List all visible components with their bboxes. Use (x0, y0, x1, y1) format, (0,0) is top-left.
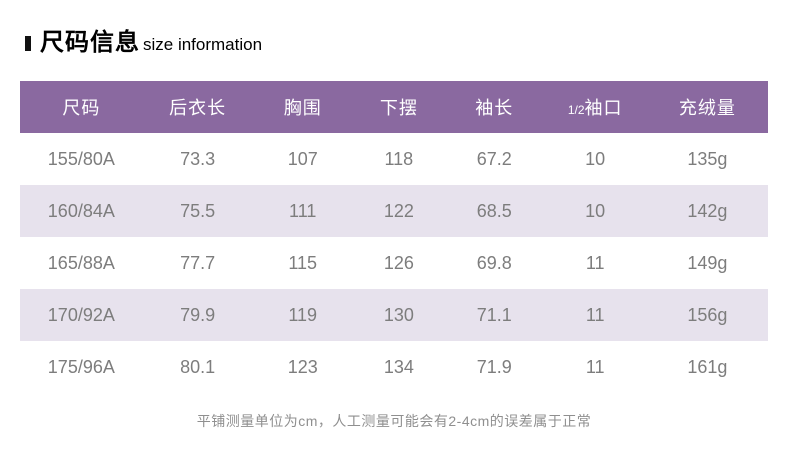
cell-back-length: 75.5 (142, 185, 253, 237)
header-row: 尺码 后衣长 胸围 下摆 袖长 1/2袖口 充绒量 (20, 81, 768, 133)
cell-hem: 126 (352, 237, 445, 289)
col-header-hem: 下摆 (352, 81, 445, 133)
cell-sleeve-length: 67.2 (444, 133, 544, 185)
cell-down-fill: 149g (646, 237, 768, 289)
table-row: 175/96A 80.1 123 134 71.9 11 161g (20, 341, 768, 393)
title-marker-icon (25, 35, 31, 51)
col-header-size: 尺码 (20, 81, 143, 133)
cell-size: 155/80A (20, 133, 143, 185)
cell-hem: 130 (352, 289, 445, 341)
cell-half-cuff: 10 (543, 133, 647, 185)
cell-sleeve-length: 71.1 (444, 289, 544, 341)
cell-size: 175/96A (20, 341, 143, 393)
cell-size: 160/84A (20, 185, 143, 237)
cell-back-length: 80.1 (142, 341, 253, 393)
cell-chest: 107 (252, 133, 353, 185)
cell-hem: 118 (352, 133, 445, 185)
cell-size: 170/92A (20, 289, 143, 341)
cell-chest: 123 (252, 341, 353, 393)
col-header-chest: 胸围 (252, 81, 353, 133)
cell-half-cuff: 11 (543, 237, 647, 289)
cell-size: 165/88A (20, 237, 143, 289)
table-row: 155/80A 73.3 107 118 67.2 10 135g (20, 133, 768, 185)
cell-down-fill: 156g (646, 289, 768, 341)
section-title-cn: 尺码信息 (40, 29, 140, 56)
table-row: 160/84A 75.5 111 122 68.5 10 142g (20, 185, 768, 237)
cell-half-cuff: 10 (543, 185, 647, 237)
cell-chest: 119 (252, 289, 353, 341)
col-header-half-cuff: 1/2袖口 (543, 81, 647, 133)
col-header-back-length: 后衣长 (142, 81, 253, 133)
cell-down-fill: 161g (646, 341, 768, 393)
size-table: 尺码 后衣长 胸围 下摆 袖长 1/2袖口 充绒量 155/80A 73.3 1… (20, 81, 768, 393)
cell-half-cuff: 11 (543, 289, 647, 341)
cell-back-length: 73.3 (142, 133, 253, 185)
section-title-en: size information (143, 35, 263, 54)
cell-down-fill: 142g (646, 185, 768, 237)
cell-back-length: 77.7 (142, 237, 253, 289)
cell-hem: 122 (352, 185, 445, 237)
cell-back-length: 79.9 (142, 289, 253, 341)
table-row: 170/92A 79.9 119 130 71.1 11 156g (20, 289, 768, 341)
cell-sleeve-length: 68.5 (444, 185, 544, 237)
cell-half-cuff: 11 (543, 341, 647, 393)
cell-sleeve-length: 69.8 (444, 237, 544, 289)
section-header: 尺码信息 size information (0, 0, 790, 56)
size-table-header: 尺码 后衣长 胸围 下摆 袖长 1/2袖口 充绒量 (20, 81, 768, 133)
size-table-body: 155/80A 73.3 107 118 67.2 10 135g 160/84… (20, 133, 768, 393)
table-row: 165/88A 77.7 115 126 69.8 11 149g (20, 237, 768, 289)
cell-hem: 134 (352, 341, 445, 393)
half-cuff-label: 袖口 (584, 98, 623, 118)
cell-chest: 111 (252, 185, 353, 237)
cell-down-fill: 135g (646, 133, 768, 185)
cell-sleeve-length: 71.9 (444, 341, 544, 393)
cell-chest: 115 (252, 237, 353, 289)
col-header-down-fill: 充绒量 (646, 81, 768, 133)
measurement-note: 平铺测量单位为cm，人工测量可能会有2-4cm的误差属于正常 (196, 413, 592, 429)
col-header-sleeve-length: 袖长 (444, 81, 544, 133)
half-cuff-fraction: 1/2 (567, 103, 585, 117)
